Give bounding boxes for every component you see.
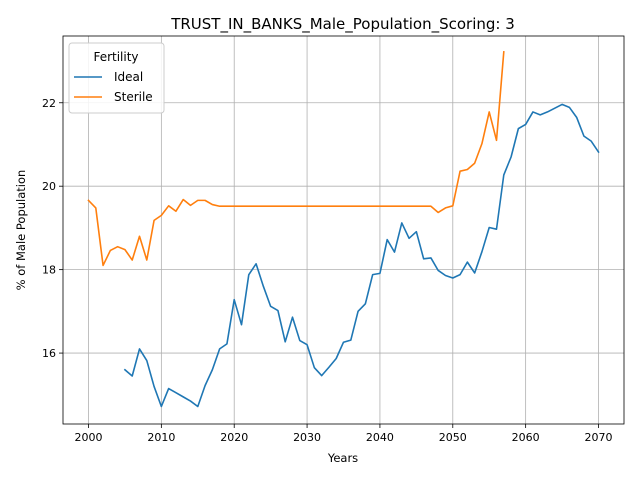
- y-tick-label: 20: [42, 180, 56, 193]
- x-tick-label: 2010: [147, 431, 175, 444]
- legend-box: [68, 42, 165, 114]
- y-tick-label: 22: [42, 97, 56, 110]
- legend-label-ideal: Ideal: [114, 70, 143, 84]
- legend-label-sterile: Sterile: [114, 90, 153, 104]
- x-tick-label: 2040: [366, 431, 394, 444]
- series-line-sterile: [87, 50, 505, 267]
- x-tick-label: 2070: [585, 431, 613, 444]
- y-axis-label: % of Male Population: [14, 170, 28, 291]
- x-tick-label: 2000: [75, 431, 103, 444]
- y-tick-label: 16: [42, 347, 56, 360]
- x-tick-label: 2020: [220, 431, 248, 444]
- legend: Fertility Ideal Sterile: [68, 42, 165, 114]
- chart-title: TRUST_IN_BANKS_Male_Population_Scoring: …: [170, 15, 515, 34]
- x-tick-label: 2060: [512, 431, 540, 444]
- legend-title: Fertility: [93, 50, 138, 64]
- plot-area-frame: [62, 35, 625, 425]
- series-lines: [87, 50, 600, 408]
- x-tick-label: 2030: [293, 431, 321, 444]
- x-axis-label: Years: [327, 451, 358, 465]
- y-tick-label: 18: [42, 264, 56, 277]
- series-line-ideal: [123, 103, 600, 408]
- x-tick-label: 2050: [439, 431, 467, 444]
- axis-ticks: 2000 2010 2020 2030 2040 2050 2060 2070 16 18 20 22: [42, 97, 613, 444]
